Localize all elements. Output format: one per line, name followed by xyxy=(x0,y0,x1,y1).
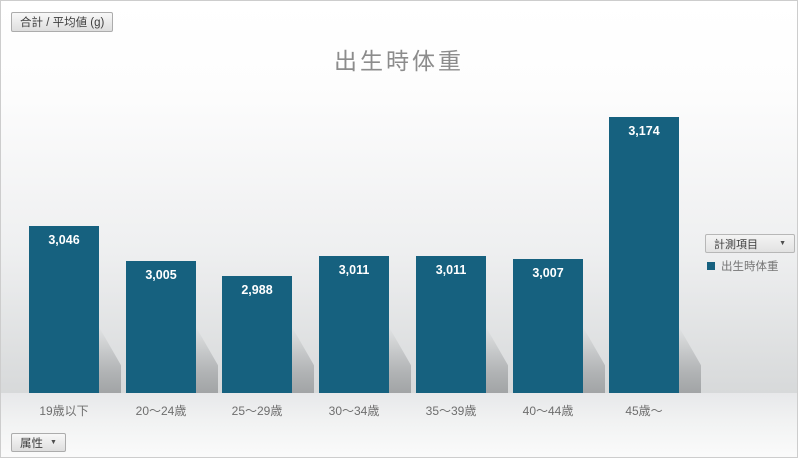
bar-value-label: 2,988 xyxy=(241,283,273,297)
x-axis-label: 35〜39歳 xyxy=(425,404,477,418)
bar-shadow xyxy=(292,327,314,393)
x-axis-label: 25〜29歳 xyxy=(231,404,283,418)
bar-shadow xyxy=(389,327,411,393)
bar-value-label: 3,174 xyxy=(628,124,660,138)
aggregate-field-label: 合計 / 平均値 (g) xyxy=(20,17,105,29)
attribute-field-label: 属性 xyxy=(20,437,43,450)
measure-field-dropdown[interactable]: 計測項目 ▼ xyxy=(705,234,795,253)
bar-value-label: 3,005 xyxy=(145,268,177,282)
x-axis-label: 40〜44歳 xyxy=(522,404,574,418)
aggregate-field-button[interactable]: 合計 / 平均値 (g) xyxy=(11,12,114,32)
bar-3[interactable]: 3,011 xyxy=(319,256,389,393)
bar-shadow xyxy=(486,327,508,393)
axis-label-strip xyxy=(1,393,797,457)
bar-shadow xyxy=(583,327,605,393)
measure-field-label: 計測項目 xyxy=(714,238,758,251)
bar-shadow xyxy=(196,327,218,393)
chart-title: 出生時体重 xyxy=(334,48,464,74)
legend-item-label: 出生時体重 xyxy=(721,261,779,273)
chevron-down-icon: ▼ xyxy=(50,439,57,446)
x-axis-label: 45歳〜 xyxy=(625,404,663,418)
bar-1[interactable]: 3,005 xyxy=(126,261,196,393)
x-axis-label: 19歳以下 xyxy=(39,404,89,418)
bar-value-label: 3,011 xyxy=(435,263,467,277)
bar-shadow xyxy=(99,327,121,393)
bar-value-label: 3,007 xyxy=(532,266,564,280)
bar-6[interactable]: 3,174 xyxy=(609,117,679,393)
bar-4[interactable]: 3,011 xyxy=(416,256,486,393)
chevron-down-icon: ▼ xyxy=(779,240,786,247)
bar-value-label: 3,011 xyxy=(338,263,370,277)
bar-shadow xyxy=(679,327,701,393)
bar-value-label: 3,046 xyxy=(48,233,80,247)
bar-0[interactable]: 3,046 xyxy=(29,226,99,393)
bar-5[interactable]: 3,007 xyxy=(513,259,583,393)
bar-2[interactable]: 2,988 xyxy=(222,276,292,393)
legend-swatch xyxy=(707,262,715,270)
attribute-field-button[interactable]: 属性 ▼ xyxy=(11,433,66,452)
legend-item: 出生時体重 xyxy=(707,258,779,274)
x-axis-label: 20〜24歳 xyxy=(135,404,187,418)
x-axis-label: 30〜34歳 xyxy=(328,404,380,418)
